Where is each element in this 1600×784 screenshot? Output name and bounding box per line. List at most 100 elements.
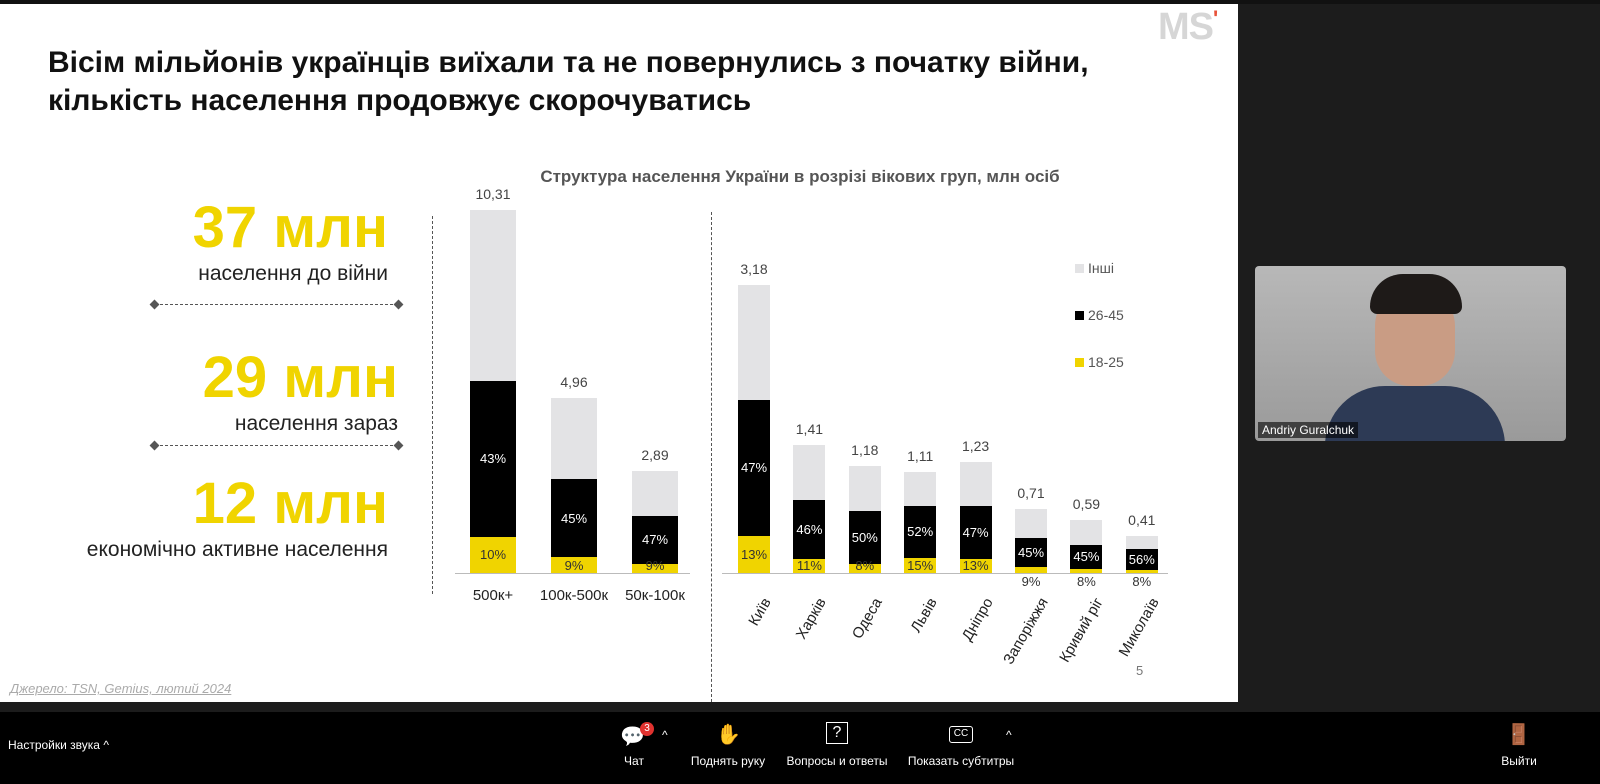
pct-label-18-25: 8% xyxy=(1132,574,1152,589)
pct-label-26-45: 45% xyxy=(1017,545,1045,561)
bar-segment-18-25 xyxy=(1015,567,1047,573)
bar-segment-18-25 xyxy=(848,564,881,573)
bar-segment-18-25 xyxy=(738,535,770,573)
pct-label-18-25: 8% xyxy=(855,558,875,573)
pct-label-18-25: 15% xyxy=(907,557,934,573)
legend-label: 26-45 xyxy=(1088,307,1124,323)
pct-label-18-25: 8% xyxy=(1076,574,1096,589)
bar-segment-other xyxy=(1015,508,1047,539)
bar-segment-26-45 xyxy=(470,380,516,537)
captions-button[interactable]: Показать субтитры xyxy=(907,754,1015,768)
pct-label-18-25: 9% xyxy=(645,558,665,573)
bar-segment-26-45 xyxy=(1015,538,1047,568)
bar-segment-26-45 xyxy=(632,516,678,564)
axis-baseline xyxy=(455,573,690,574)
pct-label-26-45: 47% xyxy=(740,460,768,476)
source-note: Джерело: TSN, Gemius, лютий 2024 xyxy=(10,681,232,696)
bar-segment-26-45 xyxy=(793,500,826,559)
x-tick-label: 500к+ xyxy=(472,587,514,604)
legend-item-26-45: 26-45 xyxy=(1075,307,1124,323)
pct-label-26-45: 47% xyxy=(962,524,989,540)
pct-label-26-45: 43% xyxy=(479,451,507,467)
bar-segment-26-45 xyxy=(551,478,597,558)
bar-segment-26-45 xyxy=(1070,544,1103,569)
x-tick-label: 50к-100к xyxy=(625,587,685,604)
raise-hand-icon[interactable]: ✋ xyxy=(716,724,741,746)
x-tick-label: Запоріжжя xyxy=(1000,595,1052,668)
legend-label: 18-25 xyxy=(1088,354,1124,370)
divider-diamond xyxy=(149,299,160,310)
chat-icon[interactable]: 💬 xyxy=(620,726,645,748)
bar-total-label: 0,71 xyxy=(1017,484,1045,501)
axis-baseline xyxy=(722,573,1168,574)
bar-segment-other xyxy=(793,445,826,501)
divider-diamond xyxy=(149,440,160,451)
bar-segment-26-45 xyxy=(904,505,937,558)
divider-diamond xyxy=(393,440,404,451)
x-tick-label: Миколаїв xyxy=(1115,595,1163,660)
participant-name: Andriy Guralchuk xyxy=(1258,422,1359,438)
bar-segment-other xyxy=(632,471,678,517)
bar-total-label: 0,41 xyxy=(1128,511,1156,528)
closed-captions-icon[interactable]: CC xyxy=(949,726,973,743)
stat-value: 29 млн xyxy=(202,345,398,410)
pct-label-26-45: 52% xyxy=(907,524,934,540)
legend-label: Інші xyxy=(1088,260,1114,276)
webcam-tile[interactable]: Andriy Guralchuk xyxy=(1255,266,1566,441)
stat-label: економічно активне населення xyxy=(86,538,388,561)
bar-total-label: 3,18 xyxy=(740,260,768,277)
x-tick-label: Львів xyxy=(907,595,941,636)
bar-segment-other xyxy=(738,284,770,401)
question-icon[interactable]: ? xyxy=(826,722,848,744)
pct-label-18-25: 9% xyxy=(564,557,584,573)
pct-label-18-25: 13% xyxy=(740,546,768,562)
bar-segment-other xyxy=(848,466,881,511)
pct-label-18-25: 11% xyxy=(796,558,822,573)
stat-label: населення до війни xyxy=(198,262,388,285)
x-tick-label: Кривий ріг xyxy=(1056,595,1108,666)
bar-segment-other xyxy=(551,398,597,479)
bar-segment-18-25 xyxy=(793,558,826,573)
pct-label-18-25: 9% xyxy=(1021,574,1041,589)
separator xyxy=(711,212,712,702)
pct-label-26-45: 45% xyxy=(1073,549,1100,565)
chevron-up-icon[interactable]: ^ xyxy=(1006,728,1012,742)
bar-segment-other xyxy=(904,472,937,506)
legend-swatch xyxy=(1075,263,1084,273)
bar-segment-26-45 xyxy=(959,506,992,559)
qa-button[interactable]: Вопросы и ответы xyxy=(786,754,888,768)
audio-settings-label: Настройки звука xyxy=(8,738,100,752)
pct-label-26-45: 56% xyxy=(1128,552,1155,568)
legend-swatch xyxy=(1075,357,1084,367)
participant-hair xyxy=(1370,274,1462,314)
x-tick-label: Дніпро xyxy=(958,595,997,644)
pct-label-18-25: 13% xyxy=(962,558,989,573)
bar-total-label: 4,96 xyxy=(560,374,588,391)
x-tick-label: 100к-500к xyxy=(539,587,609,604)
leave-icon[interactable]: 🚪 xyxy=(1506,724,1531,746)
bar-segment-18-25 xyxy=(904,557,937,573)
bar-total-label: 10,31 xyxy=(475,186,511,203)
chat-button[interactable]: Чат xyxy=(624,754,644,768)
pct-label-26-45: 47% xyxy=(641,532,669,548)
bar-total-label: 0,59 xyxy=(1072,495,1101,512)
legend-item-18-25: 18-25 xyxy=(1075,354,1124,370)
divider xyxy=(155,304,398,305)
bar-total-label: 1,18 xyxy=(851,442,879,459)
raise-hand-button[interactable]: Поднять руку xyxy=(690,754,766,768)
stat-label: населення зараз xyxy=(234,412,398,435)
bar-total-label: 1,23 xyxy=(961,437,990,454)
ms-logo: MS' xyxy=(1158,6,1218,48)
stat-value: 12 млн xyxy=(192,471,388,536)
bar-segment-other xyxy=(1125,535,1158,550)
pct-label-26-45: 46% xyxy=(796,522,823,538)
meeting-toolbar: Настройки звука ^ 💬 3 ^ Чат ✋ Поднять ру… xyxy=(0,712,1600,784)
slide-title: Вісім мільйонів українців виїхали та не … xyxy=(48,46,1089,117)
chevron-up-icon[interactable]: ^ xyxy=(662,728,668,742)
chart-title: Структура населення України в розрізі ві… xyxy=(540,167,1060,186)
leave-button[interactable]: Выйти xyxy=(1501,754,1537,768)
audio-settings-button[interactable]: Настройки звука ^ xyxy=(8,738,109,752)
bar-segment-18-25 xyxy=(959,558,992,573)
presentation-slide: MS' Вісім мільйонів українців виїхали та… xyxy=(0,4,1238,702)
stat-value: 37 млн xyxy=(192,195,388,260)
